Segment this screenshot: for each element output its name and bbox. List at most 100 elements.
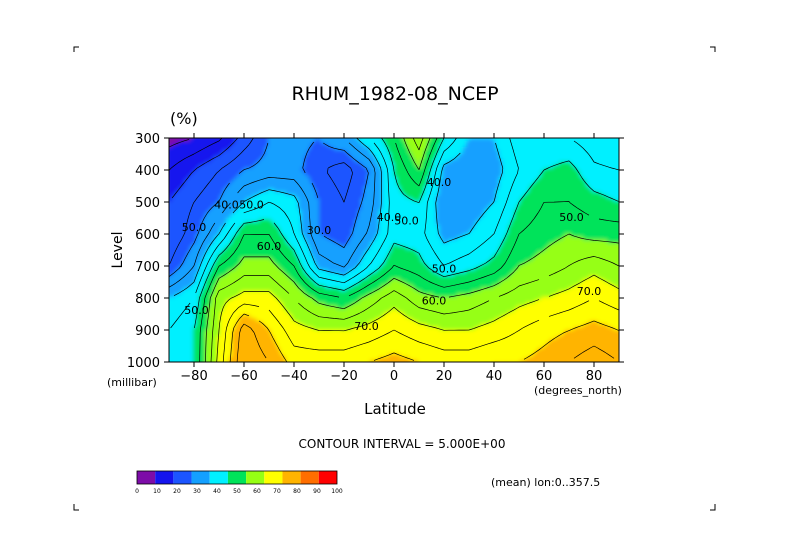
field-cell xyxy=(253,327,257,331)
field-cell xyxy=(211,156,215,160)
field-cell xyxy=(325,192,329,196)
field-cell xyxy=(259,156,263,160)
field-cell xyxy=(238,201,242,205)
field-cell xyxy=(337,228,341,232)
field-cell xyxy=(280,309,284,313)
field-cell xyxy=(307,339,311,343)
field-cell xyxy=(343,180,347,184)
field-cell xyxy=(256,216,260,220)
field-cell xyxy=(334,162,338,166)
field-cell xyxy=(280,153,284,157)
field-cell xyxy=(241,339,245,343)
field-cell xyxy=(286,186,290,190)
field-cell xyxy=(169,162,173,166)
field-cell xyxy=(295,231,299,235)
field-cell xyxy=(223,315,227,319)
field-cell xyxy=(190,207,194,211)
field-cell xyxy=(259,150,263,154)
field-cell xyxy=(241,234,245,238)
field-cell xyxy=(301,306,305,310)
field-cell xyxy=(229,273,233,277)
field-cell xyxy=(295,261,299,265)
field-cell xyxy=(226,222,230,226)
field-cell xyxy=(175,282,179,286)
field-cell xyxy=(208,156,212,160)
field-cell xyxy=(334,327,338,331)
field-cell xyxy=(352,297,356,301)
field-cell xyxy=(223,198,227,202)
field-cell xyxy=(199,153,203,157)
field-cell xyxy=(229,345,233,349)
field-cell xyxy=(202,336,206,340)
field-cell xyxy=(334,159,338,163)
field-cell xyxy=(235,360,239,362)
field-cell xyxy=(298,195,302,199)
field-cell xyxy=(355,204,359,208)
field-cell xyxy=(268,165,272,169)
field-cell xyxy=(259,195,263,199)
field-cell xyxy=(295,333,299,337)
field-cell xyxy=(214,138,218,142)
field-cell xyxy=(352,273,356,277)
field-cell xyxy=(298,357,302,361)
field-cell xyxy=(190,318,194,322)
field-cell xyxy=(205,339,209,343)
field-cell xyxy=(178,153,182,157)
field-cell xyxy=(190,189,194,193)
field-cell xyxy=(274,207,278,211)
field-cell xyxy=(253,165,257,169)
field-cell xyxy=(187,360,191,362)
field-cell xyxy=(334,249,338,253)
field-cell xyxy=(283,291,287,295)
field-cell xyxy=(244,309,248,313)
field-cell xyxy=(253,264,257,268)
field-cell xyxy=(343,237,347,241)
field-cell xyxy=(190,300,194,304)
field-cell xyxy=(226,309,230,313)
field-cell xyxy=(298,336,302,340)
field-cell xyxy=(214,357,218,361)
field-cell xyxy=(319,246,323,250)
field-cell xyxy=(337,171,341,175)
field-cell xyxy=(331,156,335,160)
field-cell xyxy=(331,162,335,166)
field-cell xyxy=(196,258,200,262)
field-cell xyxy=(268,225,272,229)
field-cell xyxy=(181,162,185,166)
field-cell xyxy=(340,354,344,358)
field-cell xyxy=(277,219,281,223)
field-cell xyxy=(280,261,284,265)
field-cell xyxy=(319,237,323,241)
field-cell xyxy=(169,273,173,277)
field-cell xyxy=(319,291,323,295)
field-cell xyxy=(196,327,200,331)
field-cell xyxy=(235,165,239,169)
field-cell xyxy=(181,318,185,322)
field-cell xyxy=(178,159,182,163)
field-cell xyxy=(238,300,242,304)
field-cell xyxy=(313,330,317,334)
field-cell xyxy=(169,330,173,334)
field-cell xyxy=(307,174,311,178)
field-cell xyxy=(184,252,188,256)
field-cell xyxy=(283,171,287,175)
field-cell xyxy=(286,234,290,238)
field-cell xyxy=(358,183,362,187)
field-cell xyxy=(181,354,185,358)
field-cell xyxy=(280,201,284,205)
field-cell xyxy=(211,171,215,175)
field-cell xyxy=(307,330,311,334)
field-cell xyxy=(232,354,236,358)
field-cell xyxy=(199,237,203,241)
field-cell xyxy=(214,231,218,235)
field-cell xyxy=(355,342,359,346)
field-cell xyxy=(295,255,299,259)
field-cell xyxy=(172,150,176,154)
field-cell xyxy=(196,360,200,362)
field-cell xyxy=(193,357,197,361)
field-cell xyxy=(244,285,248,289)
field-cell xyxy=(289,270,293,274)
field-cell xyxy=(292,150,296,154)
field-cell xyxy=(295,174,299,178)
field-cell xyxy=(178,225,182,229)
